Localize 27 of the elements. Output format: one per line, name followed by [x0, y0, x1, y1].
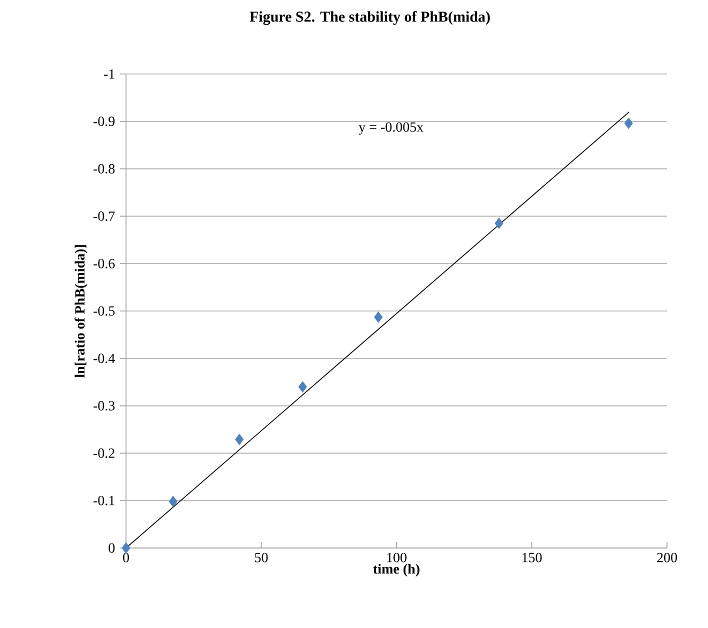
chart-title: Figure S2. The stability of PhB(mida): [250, 11, 490, 25]
x-tick-label: 150: [522, 552, 542, 562]
x-tick-label: 0: [123, 552, 129, 562]
y-tick-label: -0.3: [93, 401, 115, 411]
y-tick-label: -0.4: [93, 354, 115, 364]
point: [298, 381, 307, 393]
y-tick-label: -1: [104, 69, 114, 79]
point: [235, 434, 244, 446]
point: [122, 542, 130, 554]
point: [374, 311, 383, 323]
y-tick-label: -0.9: [93, 116, 115, 126]
x-tick-label: 100: [387, 552, 406, 562]
y-tick-label: -0.1: [93, 496, 114, 506]
y-axis-title: ln[ratio of PhB(mida)]: [74, 245, 88, 378]
annotation: y = -0.005x: [358, 122, 424, 135]
y-tick-label: 0: [108, 543, 115, 553]
point: [624, 118, 633, 129]
y-tick-label: -0.5: [93, 306, 115, 316]
point: [168, 496, 178, 508]
x-tick-label: 50: [255, 552, 268, 562]
x-axis-title: time (h): [373, 564, 420, 577]
y-tick-label: -0.7: [93, 211, 115, 221]
point: [494, 218, 504, 229]
y-tick-label: -0.8: [93, 164, 115, 174]
y-tick-label: -0.2: [93, 448, 114, 458]
x-tick-label: 200: [657, 552, 677, 562]
y-tick-label: -0.6: [93, 258, 115, 268]
